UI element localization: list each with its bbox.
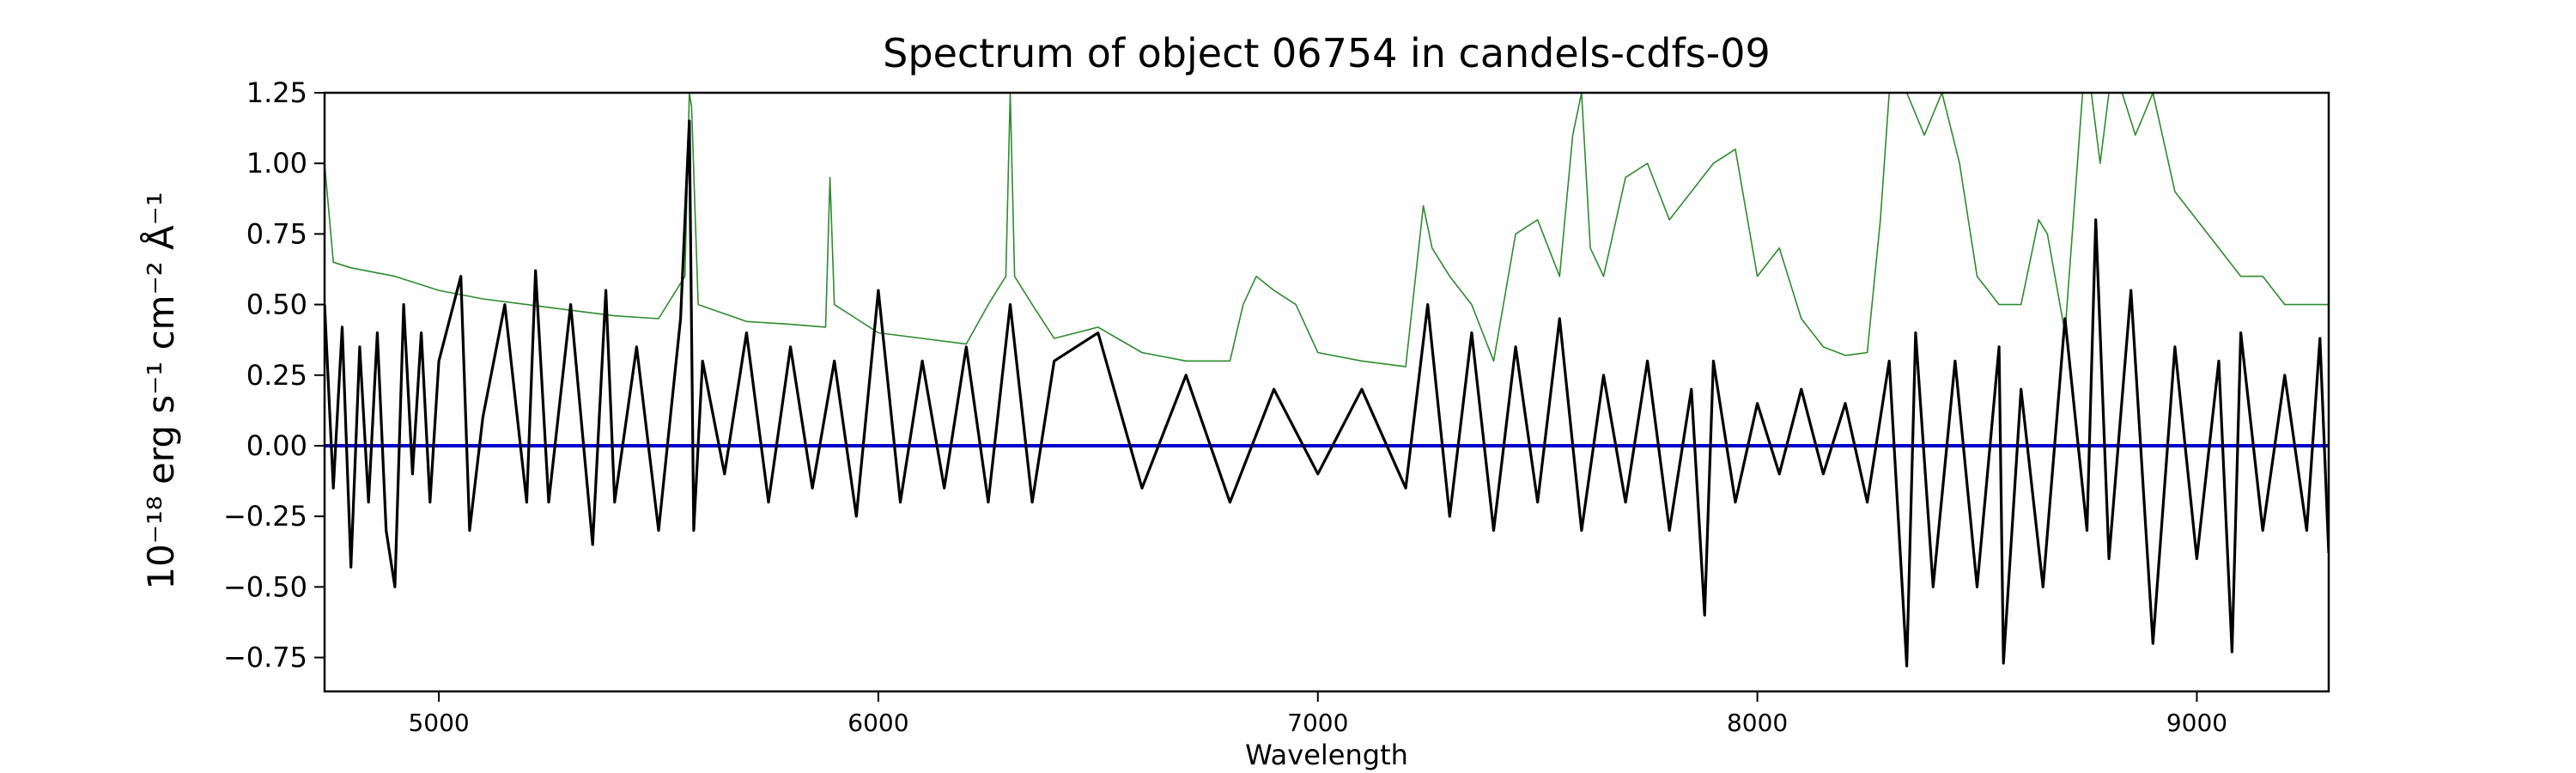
plot-frame bbox=[323, 91, 2330, 693]
y-axis-label: 10⁻¹⁸ erg s⁻¹ cm⁻² Å⁻¹ bbox=[139, 192, 182, 589]
y-tick-label: −0.50 bbox=[223, 570, 307, 603]
y-tick-label: 0.00 bbox=[246, 429, 307, 462]
y-tick-label: 0.75 bbox=[246, 217, 307, 250]
y-tick-label: 0.50 bbox=[246, 289, 307, 321]
axes: 5000 6000 7000 8000 9000 −0.75 −0.50 −0.25 0.00 0… bbox=[223, 76, 2330, 737]
flux-series-line bbox=[325, 119, 2329, 668]
error-series-line bbox=[325, 93, 2329, 368]
y-tick-label: −0.25 bbox=[223, 500, 307, 533]
x-tick-label: 8000 bbox=[1727, 709, 1788, 737]
y-tick-label: 1.00 bbox=[246, 147, 307, 180]
y-tick-label: −0.75 bbox=[223, 642, 307, 674]
y-tick-label: 1.25 bbox=[246, 76, 307, 109]
x-tick-label: 9000 bbox=[2166, 709, 2227, 737]
x-axis-label: Wavelength bbox=[1245, 739, 1408, 771]
x-tick-label: 5000 bbox=[408, 709, 469, 737]
chart-title: Spectrum of object 06754 in candels-cdfs… bbox=[883, 30, 1771, 76]
x-tick-label: 6000 bbox=[848, 709, 908, 737]
x-tick-label: 7000 bbox=[1287, 709, 1348, 737]
y-tick-label: 0.25 bbox=[246, 359, 307, 392]
plot-area bbox=[325, 93, 2329, 668]
